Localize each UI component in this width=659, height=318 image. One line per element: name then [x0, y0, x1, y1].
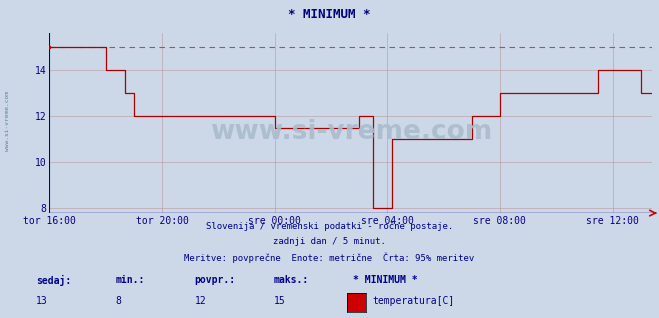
Text: * MINIMUM *: * MINIMUM * — [288, 8, 371, 21]
Text: povpr.:: povpr.: — [194, 275, 235, 285]
Text: 15: 15 — [273, 296, 285, 306]
Text: Slovenija / vremenski podatki - ročne postaje.: Slovenija / vremenski podatki - ročne po… — [206, 221, 453, 231]
Text: 13: 13 — [36, 296, 48, 306]
Text: 12: 12 — [194, 296, 206, 306]
Text: min.:: min.: — [115, 275, 145, 285]
Text: * MINIMUM *: * MINIMUM * — [353, 275, 417, 285]
Text: zadnji dan / 5 minut.: zadnji dan / 5 minut. — [273, 237, 386, 246]
Text: 8: 8 — [115, 296, 121, 306]
Text: sedaj:: sedaj: — [36, 275, 71, 286]
Text: www.si-vreme.com: www.si-vreme.com — [210, 119, 492, 145]
Text: temperatura[C]: temperatura[C] — [372, 296, 455, 306]
Text: www.si-vreme.com: www.si-vreme.com — [5, 91, 11, 151]
Text: maks.:: maks.: — [273, 275, 308, 285]
Text: Meritve: povprečne  Enote: metrične  Črta: 95% meritev: Meritve: povprečne Enote: metrične Črta:… — [185, 253, 474, 263]
